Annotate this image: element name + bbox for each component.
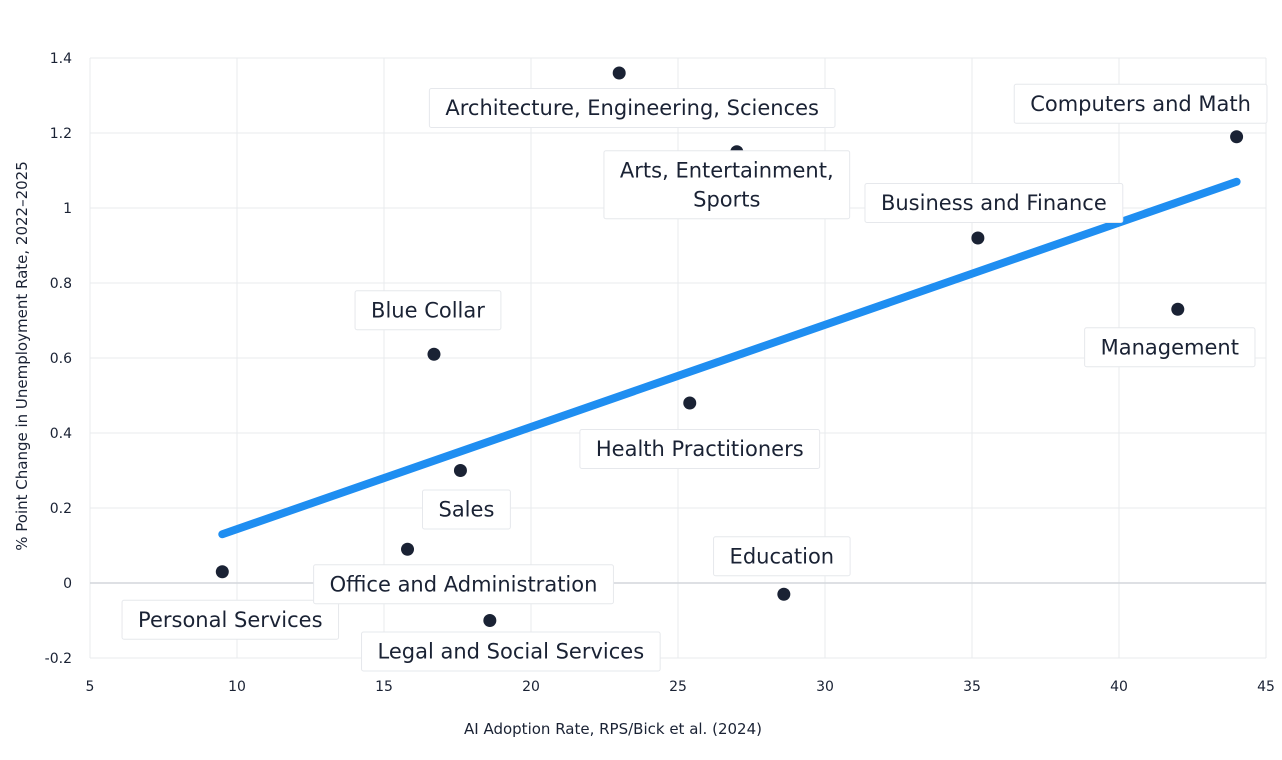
point-label-text: Office and Administration	[330, 572, 598, 596]
point-label-text: Personal Services	[138, 608, 323, 632]
point-label-text: Health Practitioners	[596, 437, 804, 461]
x-tick-label: 25	[669, 679, 687, 695]
x-tick-label: 45	[1257, 679, 1275, 695]
y-tick-label: -0.2	[45, 651, 72, 667]
point-label-text: Legal and Social Services	[378, 640, 645, 664]
x-tick-label: 5	[86, 679, 95, 695]
data-point	[483, 614, 497, 627]
point-label-text: Arts, Entertainment,	[620, 158, 834, 182]
point-label-text: Business and Finance	[881, 191, 1107, 215]
point-label: Business and Finance	[864, 183, 1124, 223]
data-point	[777, 587, 791, 601]
y-tick-label: 1.4	[50, 51, 72, 67]
y-tick-label: 0.8	[50, 276, 72, 292]
data-point	[683, 396, 697, 410]
point-label-box	[864, 183, 1124, 223]
point-label-box	[354, 290, 502, 331]
point-label-box	[121, 599, 340, 640]
y-axis-title: % Point Change in Unemployment Rate, 202…	[13, 161, 31, 551]
y-tick-label: 1	[63, 201, 72, 217]
point-label-box	[603, 150, 851, 220]
point-label: Architecture, Engineering, Sciences	[428, 88, 836, 128]
y-tick-label: 0.6	[50, 351, 72, 367]
point-labels-layer: Personal Services Office and Administrati…	[121, 83, 1268, 672]
point-label: Blue Collar	[354, 290, 502, 331]
point-label: Arts, Entertainment, Sports	[603, 150, 851, 220]
point-label-box	[1013, 83, 1268, 124]
y-tick-label: 0.2	[50, 501, 72, 517]
data-point	[401, 542, 415, 556]
x-tick-label: 15	[375, 679, 393, 695]
x-tick-label: 30	[816, 679, 834, 695]
point-label-box	[361, 631, 661, 672]
point-label-text: Blue Collar	[371, 298, 485, 322]
x-axis-title: AI Adoption Rate, RPS/Bick et al. (2024)	[464, 720, 762, 738]
trendline-layer	[218, 177, 1241, 539]
data-point	[1171, 302, 1185, 316]
trendline	[218, 177, 1241, 539]
point-label-text: Education	[730, 544, 835, 568]
data-point	[215, 565, 229, 579]
x-tick-label: 20	[522, 679, 540, 695]
point-label: Health Practitioners	[579, 429, 821, 469]
axis-ticks: 5 10 15 20 25 30 35 40 45 -0.2 0 0.2 0.4 0.6 0.8 1 1.2 1.…	[45, 51, 1275, 695]
point-label: Personal Services	[121, 599, 340, 640]
point-label: Education	[713, 536, 851, 577]
data-point	[612, 66, 626, 80]
y-tick-label: 0.4	[50, 426, 72, 442]
y-tick-label: 1.2	[50, 126, 72, 142]
point-label-box	[421, 489, 511, 530]
data-point	[971, 231, 985, 245]
data-point	[453, 464, 467, 477]
point-label: Computers and Math	[1013, 83, 1268, 124]
point-label: Office and Administration	[313, 564, 614, 605]
point-label-text: Architecture, Engineering, Sciences	[445, 96, 819, 120]
point-label-box	[313, 564, 614, 605]
point-label-text: Management	[1101, 335, 1239, 359]
point-label: Management	[1084, 327, 1256, 368]
point-label-text: Computers and Math	[1030, 92, 1251, 116]
point-label-box	[428, 88, 836, 128]
x-tick-label: 10	[228, 679, 246, 695]
x-tick-label: 35	[963, 679, 981, 695]
point-label-text: Sports	[693, 187, 760, 211]
y-tick-label: 0	[63, 576, 72, 592]
point-label-text: Sales	[438, 498, 494, 522]
data-point	[427, 347, 441, 361]
data-point	[1230, 130, 1244, 144]
point-label: Legal and Social Services	[361, 631, 661, 672]
point-label-box	[713, 536, 851, 577]
point-label-box	[579, 429, 821, 469]
x-tick-label: 40	[1110, 679, 1128, 695]
point-label-box	[1084, 327, 1256, 368]
points-layer	[215, 66, 1244, 627]
point-label: Sales	[421, 489, 511, 530]
